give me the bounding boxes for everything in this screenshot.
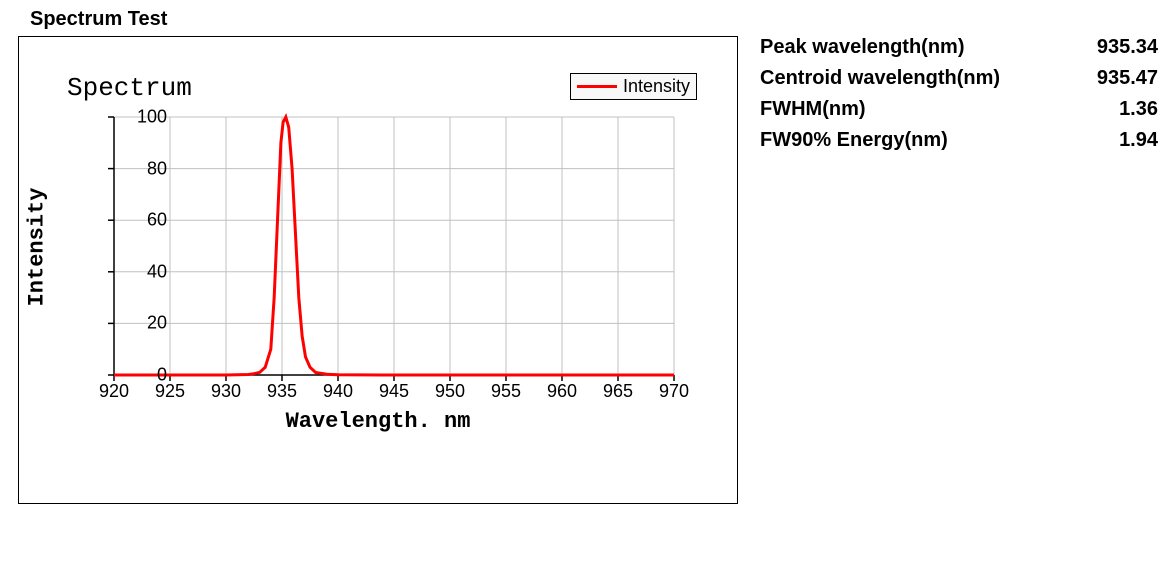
result-value: 1.36 (1119, 98, 1158, 121)
y-axis-label: Intensity (25, 188, 50, 307)
y-tick: 80 (117, 158, 167, 179)
legend: Intensity (570, 73, 697, 100)
result-row: FW90% Energy(nm) 1.94 (760, 129, 1158, 152)
chart-title: Spectrum (67, 73, 192, 103)
x-tick: 950 (430, 381, 470, 402)
x-tick: 960 (542, 381, 582, 402)
result-row: Peak wavelength(nm) 935.34 (760, 36, 1158, 59)
results-table: Peak wavelength(nm) 935.34 Centroid wave… (760, 36, 1158, 160)
plot-area (114, 117, 674, 375)
result-value: 935.34 (1097, 36, 1158, 59)
result-label: FW90% Energy(nm) (760, 129, 948, 152)
x-tick: 930 (206, 381, 246, 402)
result-row: Centroid wavelength(nm) 935.47 (760, 67, 1158, 90)
result-row: FWHM(nm) 1.36 (760, 98, 1158, 121)
legend-label: Intensity (623, 76, 690, 97)
x-axis-label: Wavelength. nm (286, 409, 471, 434)
result-value: 935.47 (1097, 67, 1158, 90)
x-tick: 970 (654, 381, 694, 402)
x-tick: 920 (94, 381, 134, 402)
x-tick: 935 (262, 381, 302, 402)
y-tick: 100 (117, 107, 167, 128)
x-tick: 965 (598, 381, 638, 402)
spectrum-line-chart (114, 117, 674, 375)
x-tick: 925 (150, 381, 190, 402)
y-tick: 20 (117, 313, 167, 334)
x-tick: 940 (318, 381, 358, 402)
x-tick: 955 (486, 381, 526, 402)
y-tick: 60 (117, 210, 167, 231)
result-label: FWHM(nm) (760, 98, 866, 121)
result-label: Peak wavelength(nm) (760, 36, 965, 59)
legend-swatch (577, 85, 617, 88)
x-tick: 945 (374, 381, 414, 402)
result-value: 1.94 (1119, 129, 1158, 152)
page-title: Spectrum Test (30, 8, 167, 31)
chart-panel: Spectrum Intensity Intensity Wavelength.… (18, 36, 738, 504)
y-tick: 40 (117, 261, 167, 282)
result-label: Centroid wavelength(nm) (760, 67, 1000, 90)
